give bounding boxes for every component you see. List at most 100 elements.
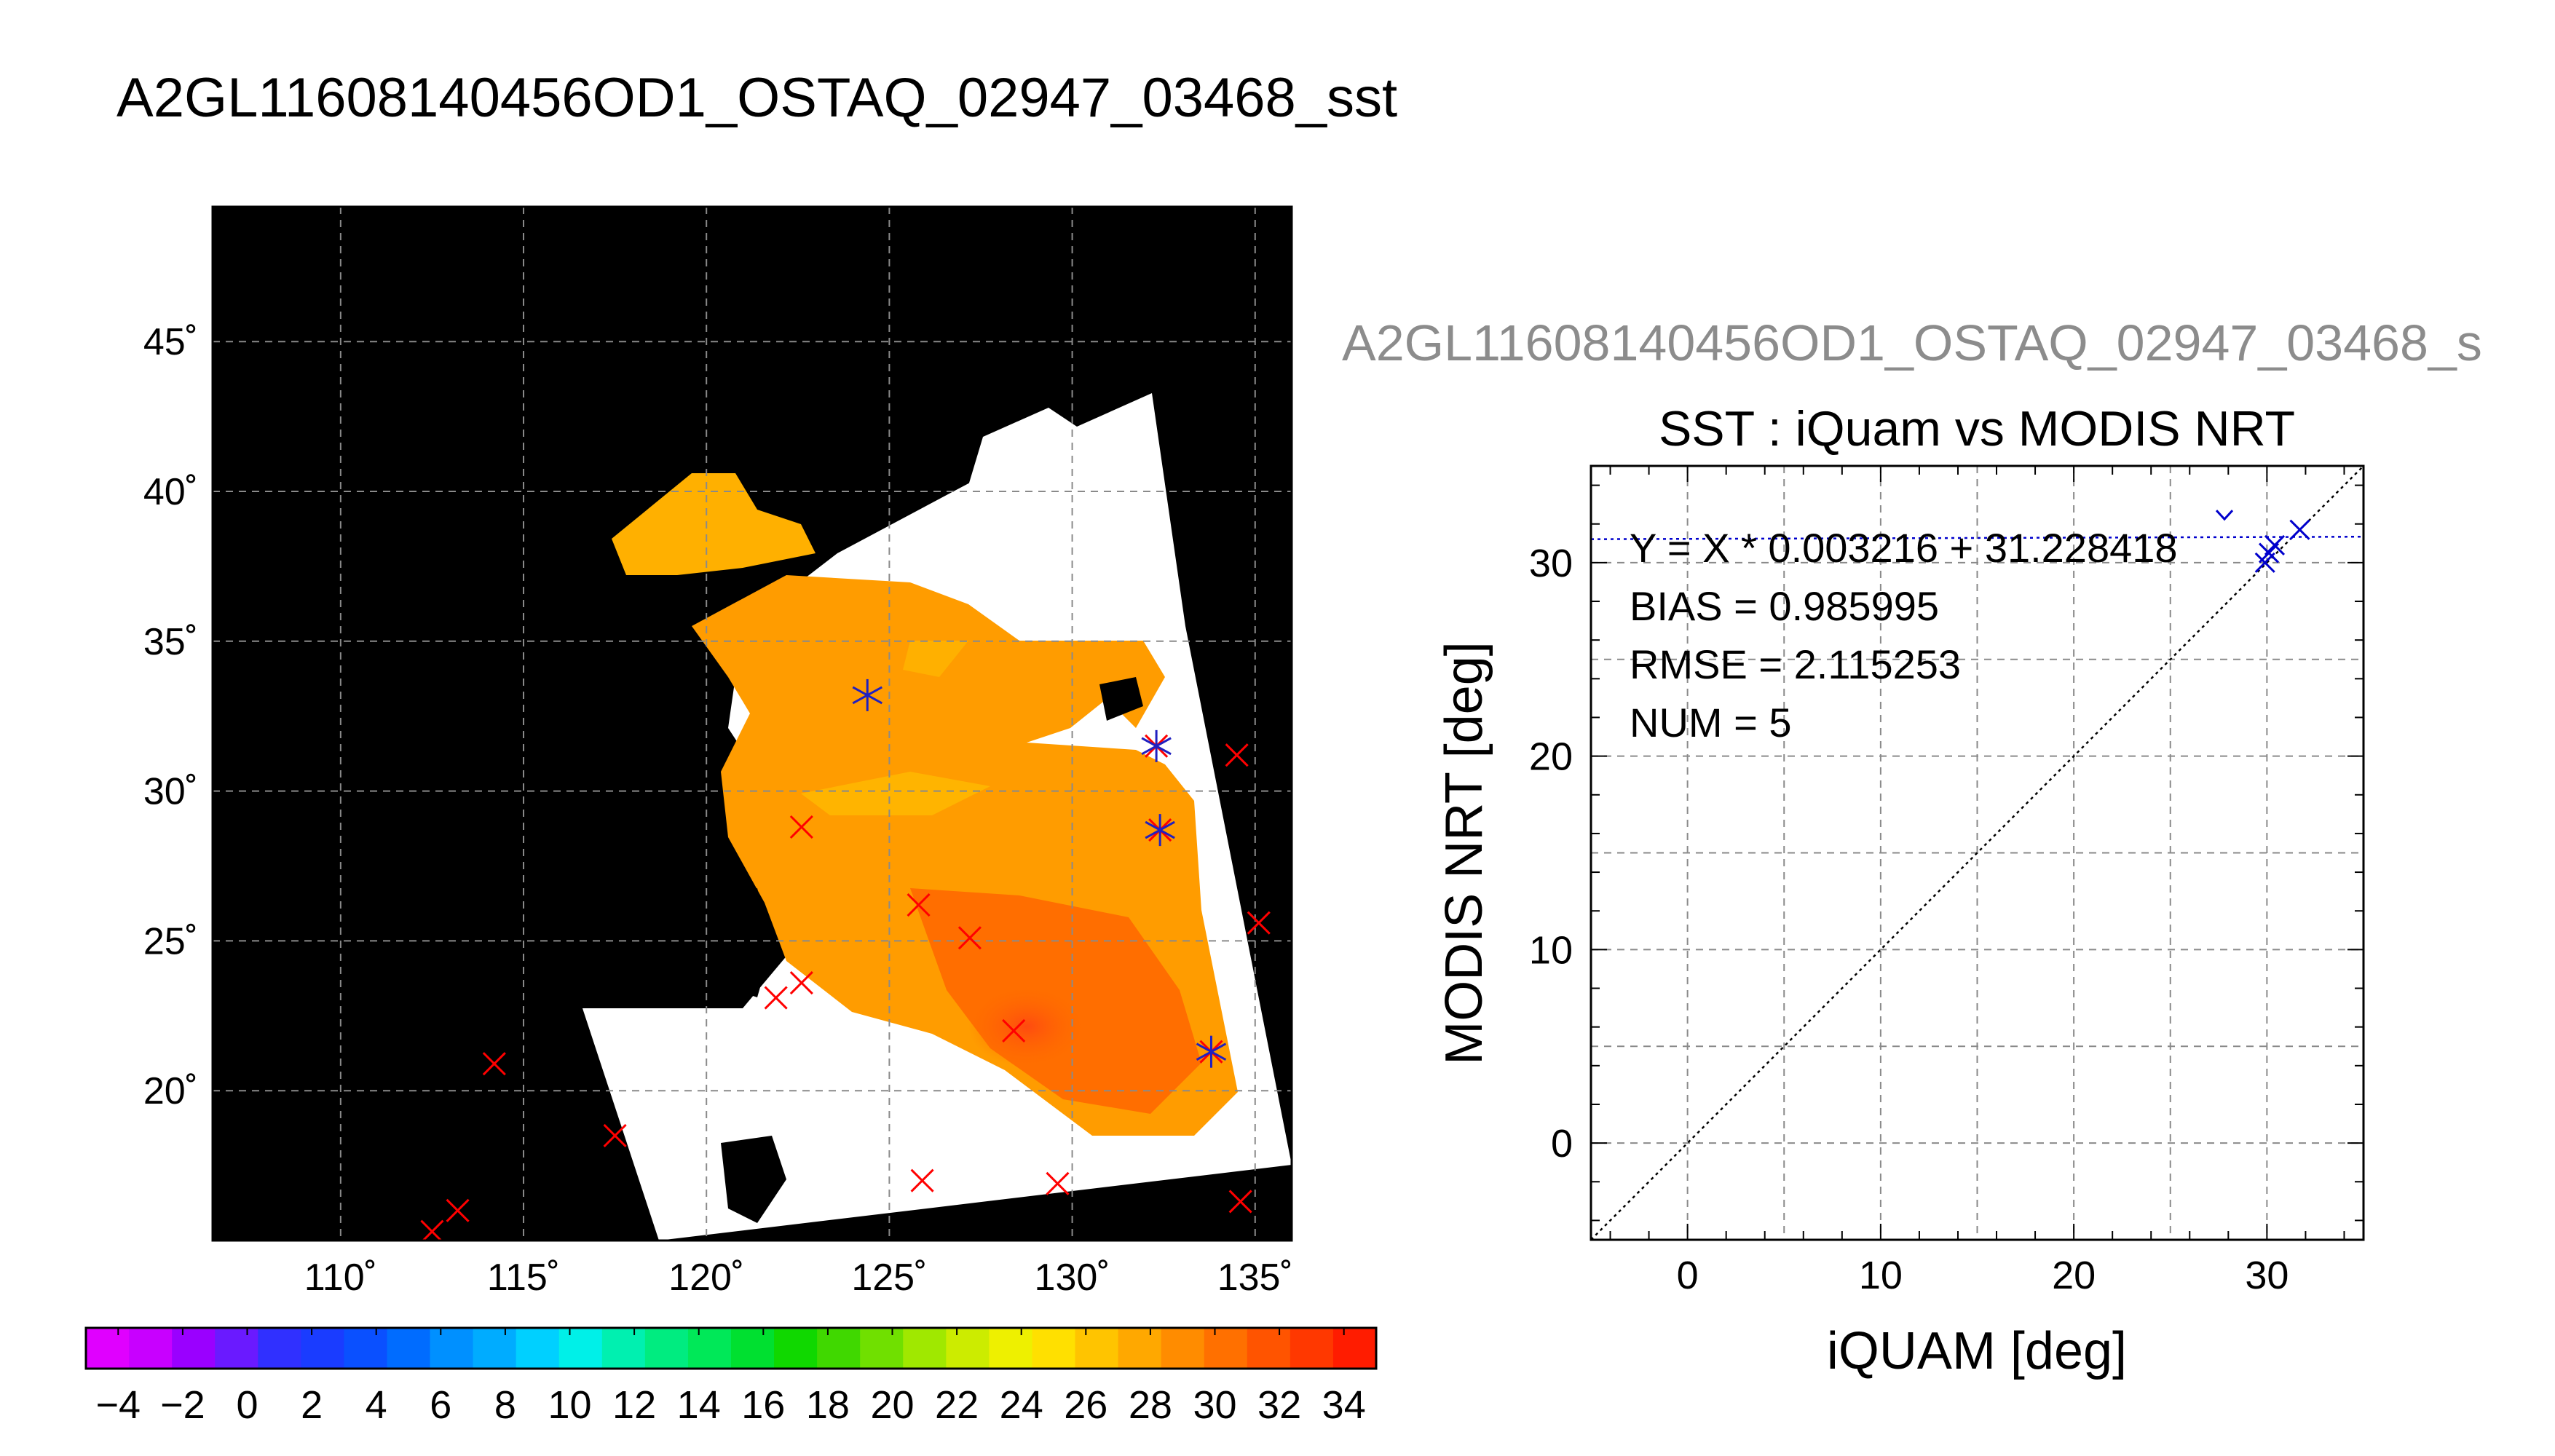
colorbar-cell	[1032, 1328, 1076, 1369]
colorbar-cell	[644, 1328, 689, 1369]
matchup-marker	[852, 678, 882, 711]
scatter-ticks	[1591, 466, 2364, 1240]
colorbar-frame	[84, 1326, 1378, 1370]
matchup-markers	[852, 678, 1227, 1068]
scatter-title: SST : iQuam vs MODIS NRT	[1659, 401, 2295, 456]
map-lat-label: 20˚	[143, 1070, 198, 1112]
scatter-point	[2254, 552, 2275, 573]
one-to-one-line	[1591, 466, 2364, 1240]
map-lon-label: 110˚	[304, 1257, 377, 1299]
colorbar-cell	[215, 1328, 259, 1369]
colorbar-cell	[903, 1328, 947, 1369]
colorbar-tick-label: 28	[1129, 1383, 1172, 1427]
scatter-x-tick-label: 0	[1677, 1254, 1699, 1297]
colorbar-cell	[301, 1328, 345, 1369]
scatter-point	[2215, 510, 2234, 521]
map-grid	[213, 207, 1292, 1241]
reference-marker	[1225, 743, 1249, 767]
scatter-points	[2215, 510, 2310, 573]
reference-marker	[603, 1123, 627, 1148]
sst-map: 20˚25˚30˚35˚40˚45˚ 110˚ 115˚ 120˚ 125˚ 130˚ 1…	[143, 205, 1293, 1299]
reference-marker	[764, 986, 788, 1010]
scatter-y-tick-label: 10	[1529, 928, 1573, 972]
sst-yellow-bohai	[612, 473, 816, 575]
colorbar-cell	[516, 1328, 560, 1369]
scatter-x-tick-label: 30	[2245, 1254, 2289, 1297]
colorbar-cell	[172, 1328, 216, 1369]
longitude-labels: 110˚ 115˚ 120˚ 125˚ 130˚ 135˚	[304, 1257, 1293, 1299]
colorbar-cell	[473, 1328, 517, 1369]
colorbar-tick-label: −2	[160, 1383, 205, 1427]
sst-hotspot	[968, 986, 1085, 1067]
matchup-marker	[1145, 814, 1175, 847]
colorbar-cell	[989, 1328, 1033, 1369]
colorbar-cell	[860, 1328, 904, 1369]
colorbar-cell	[1161, 1328, 1205, 1369]
colorbar-tick-label: 16	[741, 1383, 785, 1427]
land-korea	[961, 408, 1150, 582]
map-lat-label: 25˚	[143, 920, 198, 962]
map-lat-label: 45˚	[143, 321, 198, 363]
scatter-y-tick-label: 30	[1529, 542, 1573, 585]
scatter-y-tick-label: 0	[1551, 1122, 1573, 1166]
map-imagery	[213, 207, 1292, 1241]
colorbar-tick-label: 34	[1322, 1383, 1366, 1427]
land-jeju	[1099, 677, 1143, 721]
colorbar-cell	[86, 1328, 130, 1369]
sst-yellow-patch	[903, 641, 968, 677]
reference-markers	[420, 734, 1271, 1241]
colorbar-cell	[731, 1328, 775, 1369]
colorbar-tick-label: 0	[236, 1383, 258, 1427]
stats-rmse: RMSE = 2.115253	[1630, 641, 1961, 687]
scatter-frame	[1590, 464, 2365, 1241]
map-lat-label: 35˚	[143, 621, 198, 663]
reference-marker	[957, 926, 982, 950]
reference-marker	[420, 1219, 444, 1241]
sst-yellow-band	[801, 772, 990, 815]
reference-marker	[1002, 1018, 1026, 1042]
colorbar-tick-label: 6	[430, 1383, 451, 1427]
map-lon-label: 120˚	[668, 1257, 744, 1299]
reference-marker	[446, 1198, 470, 1222]
colorbar-cell	[1332, 1328, 1377, 1369]
colorbar-cell	[687, 1328, 732, 1369]
colorbar-tick-label: 2	[301, 1383, 323, 1427]
colorbar-cell	[1204, 1328, 1248, 1369]
colorbar-cell	[946, 1328, 990, 1369]
colorbar-cell	[558, 1328, 603, 1369]
map-lat-label: 30˚	[143, 771, 198, 813]
latitude-labels: 20˚ 25˚ 30˚ 35˚ 40˚ 45˚	[143, 321, 198, 1112]
colorbar-tick-label: 10	[548, 1383, 591, 1427]
matchup-marker	[1141, 729, 1172, 762]
map-lat-label: 40˚	[143, 471, 198, 513]
colorbar-cell	[1118, 1328, 1162, 1369]
colorbar-tick-labels: −4 −2 0 2 4 6 8 10 12 14 16 18 20 22 24 26 28 30 32 34	[96, 1328, 1366, 1427]
colorbar-cell	[774, 1328, 818, 1369]
reference-marker	[1228, 1190, 1252, 1214]
scatter-x-tick-labels: 0 10 20 30	[1677, 1254, 2289, 1297]
fit-line	[1591, 535, 2364, 540]
colorbar-cell	[258, 1328, 302, 1369]
colorbar-cell	[1075, 1328, 1119, 1369]
reference-marker	[1046, 1171, 1070, 1195]
reference-marker	[907, 893, 931, 917]
scatter-y-tick-label: 20	[1529, 735, 1573, 779]
scatter-plot: A2GL11608140456OD1_OSTAQ_02947_03468_s S…	[1342, 314, 2482, 1380]
map-lon-label: 125˚	[851, 1257, 927, 1299]
colorbar-cell	[1247, 1328, 1291, 1369]
map-lon-label: 130˚	[1035, 1257, 1110, 1299]
stats-bias: BIAS = 0.985995	[1630, 583, 1939, 629]
matchup-marker	[1196, 1035, 1227, 1068]
scatter-x-tick-label: 10	[1859, 1254, 1903, 1297]
page-title: A2GL11608140456OD1_OSTAQ_02947_03468_sst	[117, 67, 1397, 129]
reference-marker	[789, 970, 813, 995]
colorbar-tick-label: 12	[612, 1383, 656, 1427]
land-taiwan	[724, 888, 772, 997]
stats-equation: Y = X * 0.003216 + 31.228418	[1630, 525, 2178, 571]
scatter-y-axis-label: MODIS NRT [deg]	[1435, 641, 1493, 1065]
colorbar-cell	[344, 1328, 388, 1369]
map-lon-label: 115˚	[487, 1257, 560, 1299]
scatter-stats: Y = X * 0.003216 + 31.228418 BIAS = 0.98…	[1630, 525, 2178, 745]
reference-marker	[789, 815, 813, 839]
